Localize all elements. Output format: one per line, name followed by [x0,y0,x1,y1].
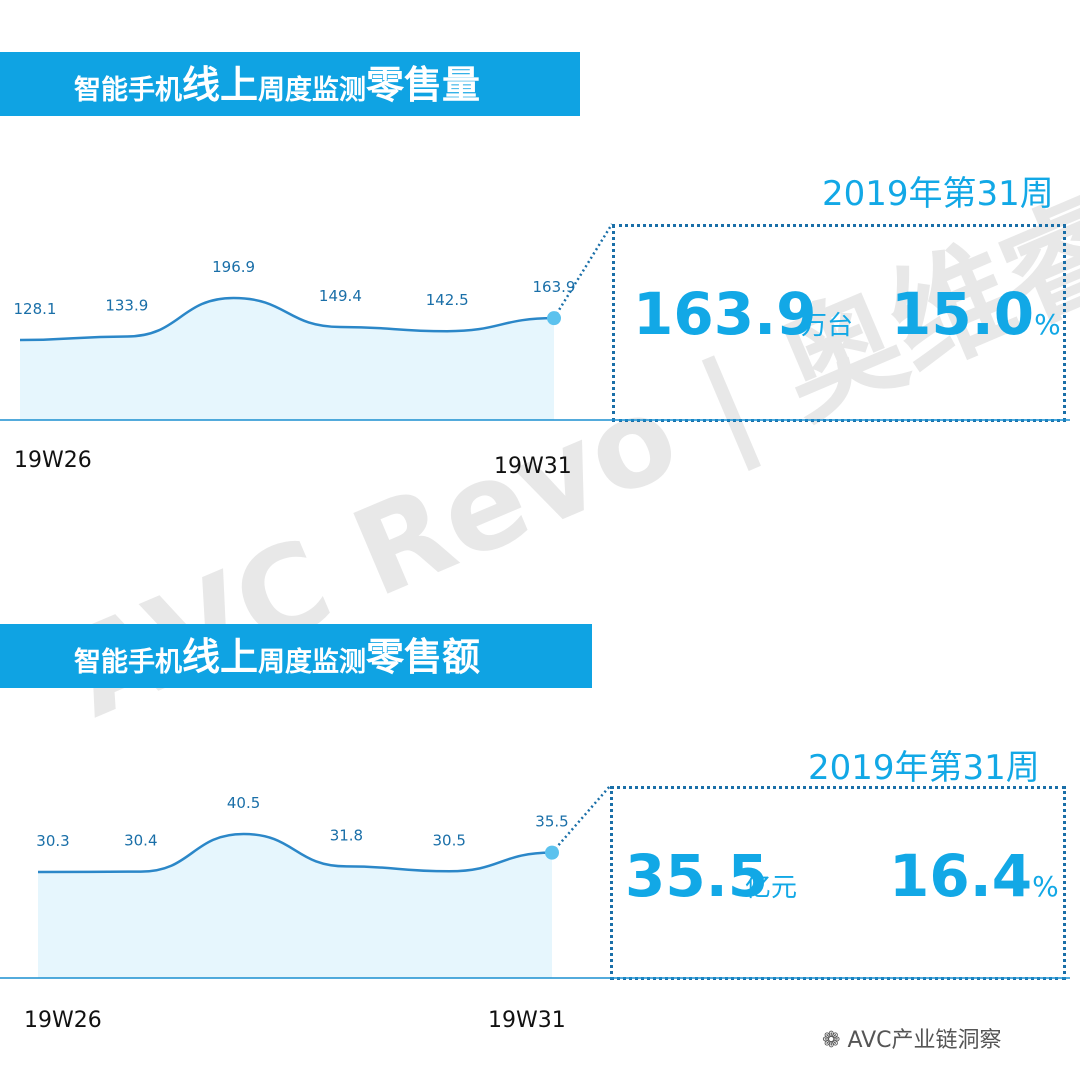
kpi-percent-value: 16.4 [889,842,1033,910]
kpi-value: 163.9 [633,280,817,348]
x-axis-end-label: 19W31 [494,454,572,479]
data-label: 31.8 [330,826,363,844]
wechat-icon: ❁ [822,1028,841,1053]
banner-text: 零售额 [366,635,481,679]
kpi-box-volume: 163.9 万台 15.0% [612,224,1066,422]
data-label: 196.9 [212,258,255,276]
kpi-percent: 16.4% [889,847,1059,905]
data-label: 40.5 [227,794,260,812]
week-label-volume: 2019年第31周 [822,174,1054,214]
area-fill [38,834,552,978]
data-label: 30.4 [124,832,157,850]
data-label: 30.5 [432,831,465,849]
banner-text: 智能手机 [74,75,182,106]
kpi-percent-sign: % [1032,870,1059,903]
kpi-unit: 万台 [801,311,854,341]
banner-text: 线上 [182,63,259,107]
data-label: 30.3 [36,832,69,850]
footer-text: AVC产业链洞察 [847,1028,1002,1053]
series-line [19,296,555,342]
connector-line [552,223,614,319]
banner-text: 周度监测 [258,75,367,106]
week-label-revenue: 2019年第31周 [808,748,1040,788]
kpi-unit: 亿元 [745,873,798,903]
banner-text: 线上 [182,635,259,679]
chart-title-banner-revenue: 智能手机 线上 周度监测 零售额 [0,624,592,688]
footer-brand: ❁ AVC产业链洞察 [822,1022,1002,1054]
series-line [37,832,553,874]
banner-text: 智能手机 [74,647,182,678]
data-label: 35.5 [535,813,568,831]
banner-text: 零售量 [366,63,481,107]
x-axis-start-label: 19W26 [24,1008,102,1033]
chart-title-banner-volume: 智能手机 线上 周度监测 零售量 [0,52,580,116]
data-label: 163.9 [533,278,576,296]
kpi-percent: 15.0% [891,285,1061,343]
banner-text: 周度监测 [258,647,367,678]
kpi-percent-sign: % [1034,308,1061,341]
last-point-marker [545,845,559,860]
data-label: 142.5 [426,291,469,309]
kpi-percent-value: 15.0 [891,280,1035,348]
last-point-marker [547,311,561,326]
x-axis-start-label: 19W26 [14,448,92,473]
data-label: 128.1 [14,300,57,318]
x-axis-end-label: 19W31 [488,1008,566,1033]
area-fill [20,298,554,420]
data-label: 149.4 [319,287,362,305]
kpi-value: 35.5 [625,842,769,910]
data-label: 133.9 [105,296,148,314]
